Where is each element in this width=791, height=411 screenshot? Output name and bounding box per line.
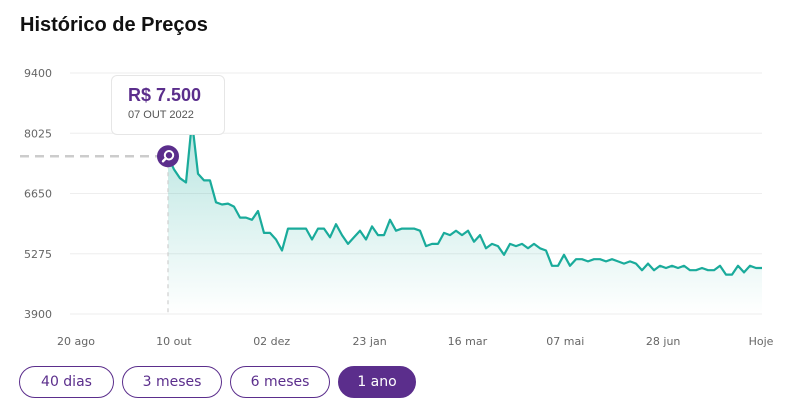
x-tick-label: 20 ago [57, 335, 95, 348]
range-40-days-button[interactable]: 40 dias [19, 366, 114, 398]
x-axis-ticks: 20 ago 10 out 02 dez 23 jan 16 mar 07 mai 28 j… [57, 335, 774, 348]
price-marker-pin [157, 145, 179, 168]
x-tick-label: 23 jan [352, 335, 386, 348]
x-tick-label: 28 jun [646, 335, 681, 348]
marker-circle [157, 145, 179, 168]
tooltip-price: R$ 7.500 [128, 85, 202, 105]
price-area-fill [168, 121, 762, 314]
x-tick-label: 10 out [156, 335, 192, 348]
y-tick-label: 5275 [24, 248, 52, 261]
page-title: Histórico de Preços [20, 14, 208, 36]
y-tick-label: 3900 [24, 308, 52, 321]
magnifier-icon [163, 150, 175, 161]
y-axis-ticks: 9400 8025 6650 5275 3900 [24, 67, 52, 321]
x-tick-label: 07 mai [546, 335, 584, 348]
x-tick-label: 16 mar [448, 335, 488, 348]
y-tick-label: 9400 [24, 67, 52, 80]
x-tick-label: 02 dez [253, 335, 290, 348]
tooltip-date: 07 OUT 2022 [128, 109, 194, 121]
price-series-line [166, 120, 762, 276]
y-tick-label: 6650 [24, 188, 52, 201]
y-tick-label: 8025 [24, 127, 52, 140]
range-selector: 40 dias 3 meses 6 meses 1 ano [19, 366, 416, 398]
price-tooltip: R$ 7.500 07 OUT 2022 [111, 75, 225, 135]
range-3-months-button[interactable]: 3 meses [122, 366, 222, 398]
magnifier-handle [161, 157, 168, 163]
x-tick-label: Hoje [749, 335, 774, 348]
range-6-months-button[interactable]: 6 meses [230, 366, 330, 398]
range-1-year-button[interactable]: 1 ano [338, 366, 416, 398]
